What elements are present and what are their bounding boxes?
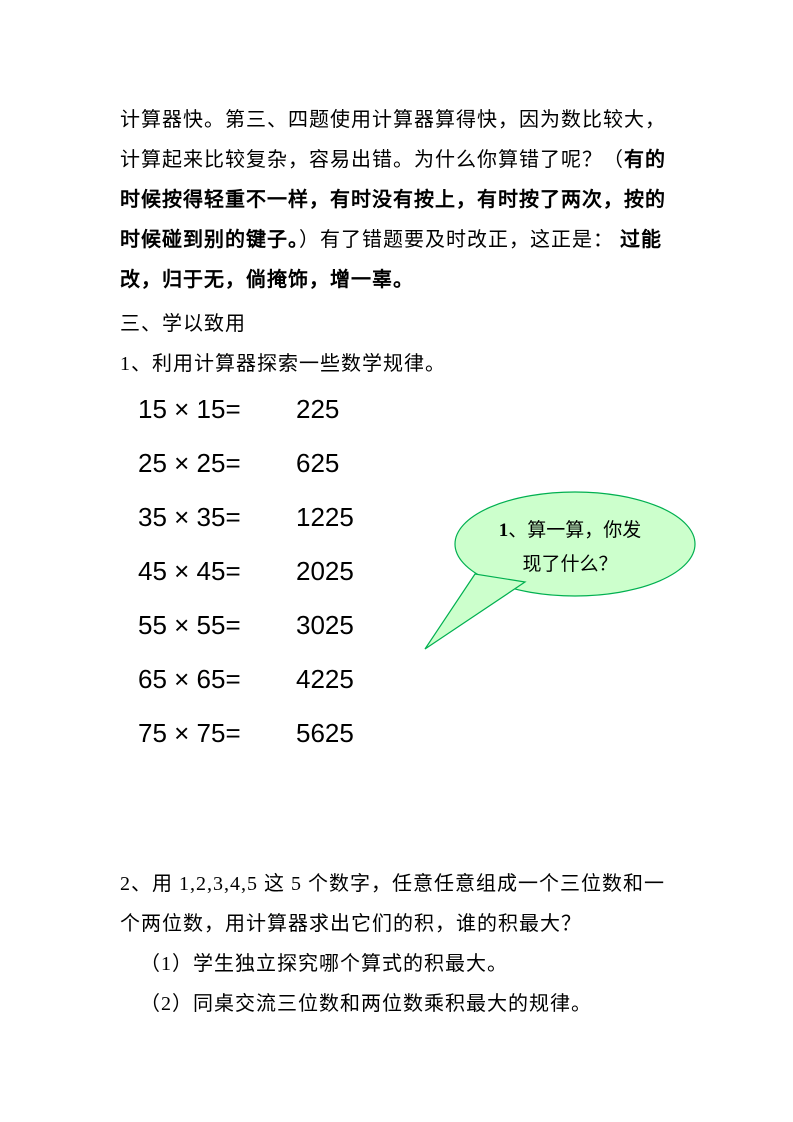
calculation-area: 15 × 15= 225 25 × 25= 625 35 × 35= 1225 45 × 4… (120, 394, 683, 794)
calc-expression: 25 × 25= (138, 448, 288, 479)
calc-answer: 2025 (296, 556, 354, 587)
calc-row: 15 × 15= 225 (138, 394, 339, 425)
paragraph-1: 计算器快。第三、四题使用计算器算得快，因为数比较大，计算起来比较复杂，容易出错。… (120, 100, 683, 300)
calc-expression: 55 × 55= (138, 610, 288, 641)
speech-bubble: 1、算一算，你发 现了什么？ (415, 484, 705, 644)
item-1: 1、利用计算器探索一些数学规律。 (120, 344, 683, 384)
calc-expression: 35 × 35= (138, 502, 288, 533)
bubble-line1: 、算一算，你发 (508, 520, 641, 541)
calc-expression: 45 × 45= (138, 556, 288, 587)
para1-text1: 计算器快。第三、四题使用计算器算得快，因为数比较大，计算起来比较复杂，容易出错。… (120, 109, 666, 171)
para1-text3: ）有了错题要及时改正，这正是： (299, 229, 620, 251)
bubble-text: 1、算一算，你发 现了什么？ (470, 514, 670, 582)
calc-expression: 75 × 75= (138, 718, 288, 749)
bubble-tail (425, 574, 525, 649)
calc-row: 35 × 35= 1225 (138, 502, 354, 533)
calc-row: 25 × 25= 625 (138, 448, 339, 479)
calc-row: 65 × 65= 4225 (138, 664, 354, 695)
document-page: 计算器快。第三、四题使用计算器算得快，因为数比较大，计算起来比较复杂，容易出错。… (0, 0, 793, 1122)
calc-row: 45 × 45= 2025 (138, 556, 354, 587)
calc-answer: 3025 (296, 610, 354, 641)
calc-answer: 4225 (296, 664, 354, 695)
calc-answer: 225 (296, 394, 339, 425)
calc-answer: 1225 (296, 502, 354, 533)
calc-row: 55 × 55= 3025 (138, 610, 354, 641)
calc-expression: 15 × 15= (138, 394, 288, 425)
calc-answer: 625 (296, 448, 339, 479)
item-2-sub1: （1）学生独立探究哪个算式的积最大。 (120, 944, 683, 984)
bubble-line2: 现了什么？ (522, 554, 617, 575)
item-2-sub2: （2）同桌交流三位数和两位数乘积最大的规律。 (120, 984, 683, 1024)
calc-expression: 65 × 65= (138, 664, 288, 695)
item-2-line1: 2、用 1,2,3,4,5 这 5 个数字，任意任意组成一个三位数和一个两位数，… (120, 864, 683, 944)
item-2-block: 2、用 1,2,3,4,5 这 5 个数字，任意任意组成一个三位数和一个两位数，… (120, 864, 683, 1024)
bubble-number: 1 (499, 520, 509, 541)
calc-row: 75 × 75= 5625 (138, 718, 354, 749)
section-3-heading: 三、学以致用 (120, 304, 683, 344)
calc-answer: 5625 (296, 718, 354, 749)
